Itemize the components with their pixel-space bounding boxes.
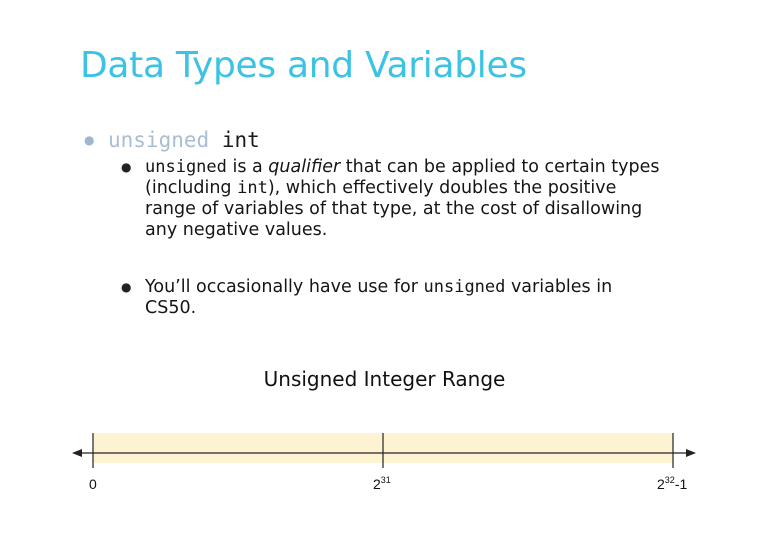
text-part: int — [237, 178, 268, 198]
text-part: qualifier — [268, 157, 341, 177]
tick-label-mid-exp: 31 — [380, 475, 391, 485]
tick-label-mid-base: 2 — [373, 476, 381, 492]
tick-label-end: 232-1 — [657, 475, 688, 493]
slide-title: Data Types and Variables — [80, 45, 527, 86]
sub-bullet-dot: ● — [121, 160, 132, 174]
tick-label-zero: 0 — [89, 476, 97, 492]
bullet-dot: ● — [84, 133, 95, 147]
sub-bullet-cs50: ● You’ll occasionally have use for unsig… — [121, 277, 665, 319]
text-part: variables in CS50. — [145, 277, 613, 318]
range-caption-text: Unsigned Integer Range — [263, 367, 506, 391]
text-part: ), which effectively doubles the positiv… — [145, 178, 643, 240]
sub-bullet-qualifier: ● unsigned is a qualifier that can be ap… — [121, 157, 665, 241]
keyword-int: int — [221, 128, 260, 152]
tick-label-end-base: 2 — [657, 476, 665, 492]
text-part: that can be applied to certain types (in… — [145, 157, 660, 198]
tick-label-end-exp: 32 — [664, 475, 675, 485]
tick-label-end-suffix: -1 — [674, 476, 688, 492]
text-part: unsigned — [423, 277, 506, 297]
range-caption: Unsigned Integer Range — [0, 366, 781, 392]
text-part: You’ll occasionally have use for — [145, 277, 424, 297]
text-part: is a — [226, 157, 269, 177]
tick-label-mid: 231 — [373, 475, 391, 493]
arrow-right-icon — [686, 449, 696, 457]
keyword-unsigned: unsigned — [108, 128, 210, 152]
arrow-left-icon — [72, 449, 82, 457]
text-part: unsigned — [145, 157, 227, 177]
number-line — [72, 433, 696, 468]
sub-bullet-dot: ● — [121, 280, 132, 294]
bullet-unsigned-int: ● unsigned int — [84, 126, 260, 154]
